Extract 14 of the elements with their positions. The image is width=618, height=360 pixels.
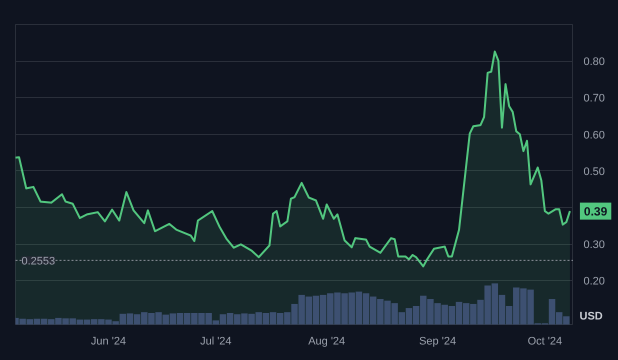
x-tick-label: Jun '24 <box>90 336 126 348</box>
y-tick-label: 0.70 <box>584 92 605 105</box>
x-tick-label: Oct '24 <box>528 336 562 348</box>
x-tick-label: Sep '24 <box>419 336 456 348</box>
annotation: 0.39 <box>584 204 608 219</box>
y-tick-label: 0.60 <box>584 129 605 142</box>
y-tick-label: 0.50 <box>584 166 605 178</box>
y-tick-label: 0.80 <box>584 56 605 68</box>
y-tick-label: 0.20 <box>584 276 605 288</box>
x-tick-label: Aug '24 <box>308 336 346 348</box>
x-tick-label: Jul '24 <box>200 336 232 348</box>
ref-line-label: 0.2553 <box>22 255 56 268</box>
text: USD <box>580 310 603 322</box>
y-tick-label: 0.30 <box>584 239 605 252</box>
